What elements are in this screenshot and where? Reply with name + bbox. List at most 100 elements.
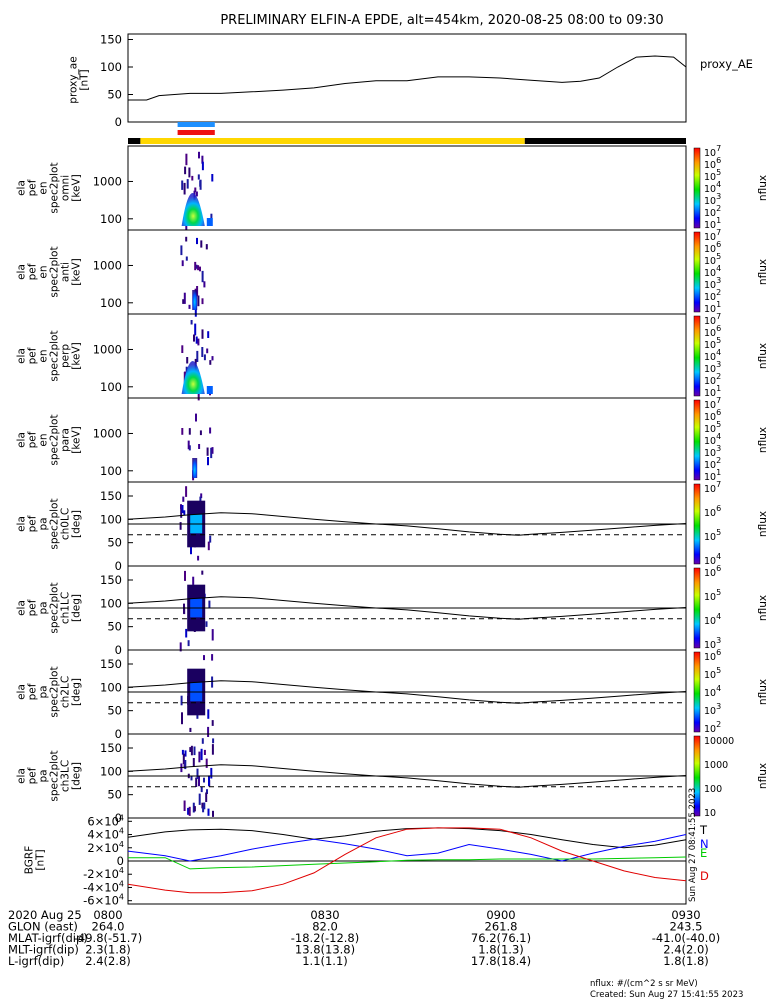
orbit-cell: 0830	[310, 908, 339, 922]
spectrogram-pixel	[198, 444, 201, 449]
spectrogram-colorbar-tick: 107	[704, 144, 721, 159]
pitch-angle-pixel	[180, 695, 183, 706]
spectrogram-pixel	[190, 320, 193, 325]
pitch-angle-colorbar-tick: 104	[704, 684, 721, 699]
pitch-angle-colorbar-tick: 106	[704, 504, 721, 519]
spectrogram-colorbar-tick: 107	[704, 312, 721, 327]
pitch-angle-pixel	[200, 748, 203, 761]
pitch-angle-colorbar-tick: 106	[704, 648, 721, 663]
pitch-angle-colorbar-tick: 105	[704, 528, 721, 543]
proxy-ae-line	[128, 55, 687, 101]
spectrogram-pixel	[185, 236, 188, 242]
spectrogram-pixel	[210, 447, 213, 459]
spectrogram-pixel	[195, 264, 198, 269]
bgrf-tick-label: -2×104	[83, 866, 124, 881]
spectrogram-pixel	[201, 161, 204, 171]
spectrogram-frame	[127, 229, 687, 315]
pitch-angle-tick-label: 100	[100, 680, 122, 694]
pitch-angle-tick-label: 0	[115, 643, 122, 657]
proxy-ae-ylabel-line: [nT]	[79, 69, 91, 90]
proxy-ae-panel: proxy_ae [nT] 150 100 50 0 proxy_AE	[68, 33, 753, 130]
spectrogram-colorbar	[693, 399, 701, 481]
orbit-row-label: L-igrf(dip)	[8, 954, 64, 968]
spectrogram-ylabel-line: omni	[60, 175, 72, 201]
spectrogram-ylabel-line: pef	[27, 263, 39, 280]
spectrogram-colorbar-tick: 103	[704, 276, 721, 291]
spectrogram-tick-label: 100	[100, 212, 122, 226]
pitch-angle-tick-label: 100	[100, 596, 122, 610]
pitch-angle-tick-label: 0	[115, 811, 122, 825]
pitch-angle-ylabel-line: pa	[38, 601, 50, 614]
spectrogram-pixel	[196, 237, 198, 245]
spectrogram-edge-flux	[206, 218, 213, 226]
pitch-angle-pixel	[211, 744, 214, 755]
spectrogram-colorbar-tick: 106	[704, 324, 721, 339]
pitch-angle-pixel	[187, 640, 190, 647]
spectrogram-pixel	[195, 336, 198, 344]
pitch-angle-colorbar-tick: 105	[704, 588, 721, 603]
pitch-angle-ylabel-line: spec2plot	[49, 750, 61, 801]
proxy-ae-tick-label: 50	[107, 88, 122, 102]
pitch-angle-pixel	[212, 810, 214, 817]
spectrogram-pixel	[201, 270, 204, 283]
proxy-ae-tick-label: 150	[100, 33, 122, 47]
pitch-angle-pixel	[207, 726, 210, 737]
pitch-angle-pixel	[212, 738, 215, 744]
proxy-ae-legend: proxy_AE	[700, 57, 753, 71]
spectrogram-pixel	[199, 179, 202, 190]
spectrogram-core-flux	[181, 193, 205, 226]
spectrogram-pixel	[188, 167, 191, 178]
spectrogram-pixel	[194, 261, 197, 271]
pitch-angle-colorbar-tick: 102	[704, 720, 721, 735]
pitch-angle-pixel	[193, 746, 196, 756]
orbit-cell: 2.4(2.8)	[85, 954, 131, 968]
pitch-angle-pixel	[206, 789, 208, 794]
spectrogram-colorbar-tick: 102	[704, 456, 721, 471]
pitch-angle-tick-label: 50	[107, 704, 122, 718]
pitch-angle-ylabel-line: ch0LC	[60, 508, 72, 540]
pitch-angle-pixel	[179, 522, 182, 530]
spectrogram-pixel	[185, 256, 188, 261]
spectrogram-edge-flux	[206, 386, 213, 394]
orbit-cell: 1.1(1.1)	[302, 954, 348, 968]
pitch-angle-pixel	[184, 750, 187, 757]
spectrogram-pixel	[185, 153, 188, 166]
sunlit-bar	[140, 138, 525, 144]
pitch-angle-pixel	[203, 802, 206, 810]
spectrogram-pixel	[180, 245, 183, 256]
spectrogram-colorbar-tick: 101	[704, 384, 721, 399]
spectrogram-colorbar-tick: 107	[704, 396, 721, 411]
pitch-angle-pixel	[181, 749, 184, 755]
spectrogram-pixel	[194, 187, 197, 193]
shadow-bar	[128, 138, 141, 144]
spectrogram-pixel	[194, 323, 197, 336]
spectrogram-pixel	[211, 174, 214, 182]
science-zone-blue-bar	[177, 122, 215, 127]
spectrogram-colorbar-tick: 101	[704, 300, 721, 315]
spectrogram-pixel	[195, 413, 197, 422]
spectrogram-pixel	[203, 354, 206, 361]
spectrogram-colorbar	[693, 315, 701, 397]
spectrogram-pixel	[186, 357, 189, 364]
pitch-angle-pixel	[209, 535, 212, 543]
pitch-angle-pixel	[195, 777, 198, 787]
orbit-row-label: MLAT-igrf(dip)	[8, 931, 88, 945]
spectrogram-ylabel-line: anti	[60, 262, 72, 282]
pitch-angle-colorbar	[693, 735, 701, 817]
spectrogram-pixel	[183, 292, 186, 304]
pitch-angle-pixel	[192, 576, 195, 585]
pitch-angle-colorbar-tick: 107	[704, 480, 721, 495]
orbit-status-bars	[128, 122, 686, 144]
bgrf-legend-E: E	[700, 846, 707, 860]
pitch-angle-tick-label: 50	[107, 620, 122, 634]
orbit-cell: 0800	[93, 908, 122, 922]
orbit-cell: 0930	[671, 908, 700, 922]
pitch-angle-ylabel-line: ela	[16, 768, 28, 784]
spectrogram-pixel	[195, 191, 198, 197]
orbit-cell: 13.8(13.8)	[295, 943, 355, 957]
proxy-ae-ylabel: proxy_ae [nT]	[68, 56, 91, 103]
orbit-cell: 243.5	[670, 920, 703, 934]
spectrogram-pixel	[197, 174, 200, 180]
